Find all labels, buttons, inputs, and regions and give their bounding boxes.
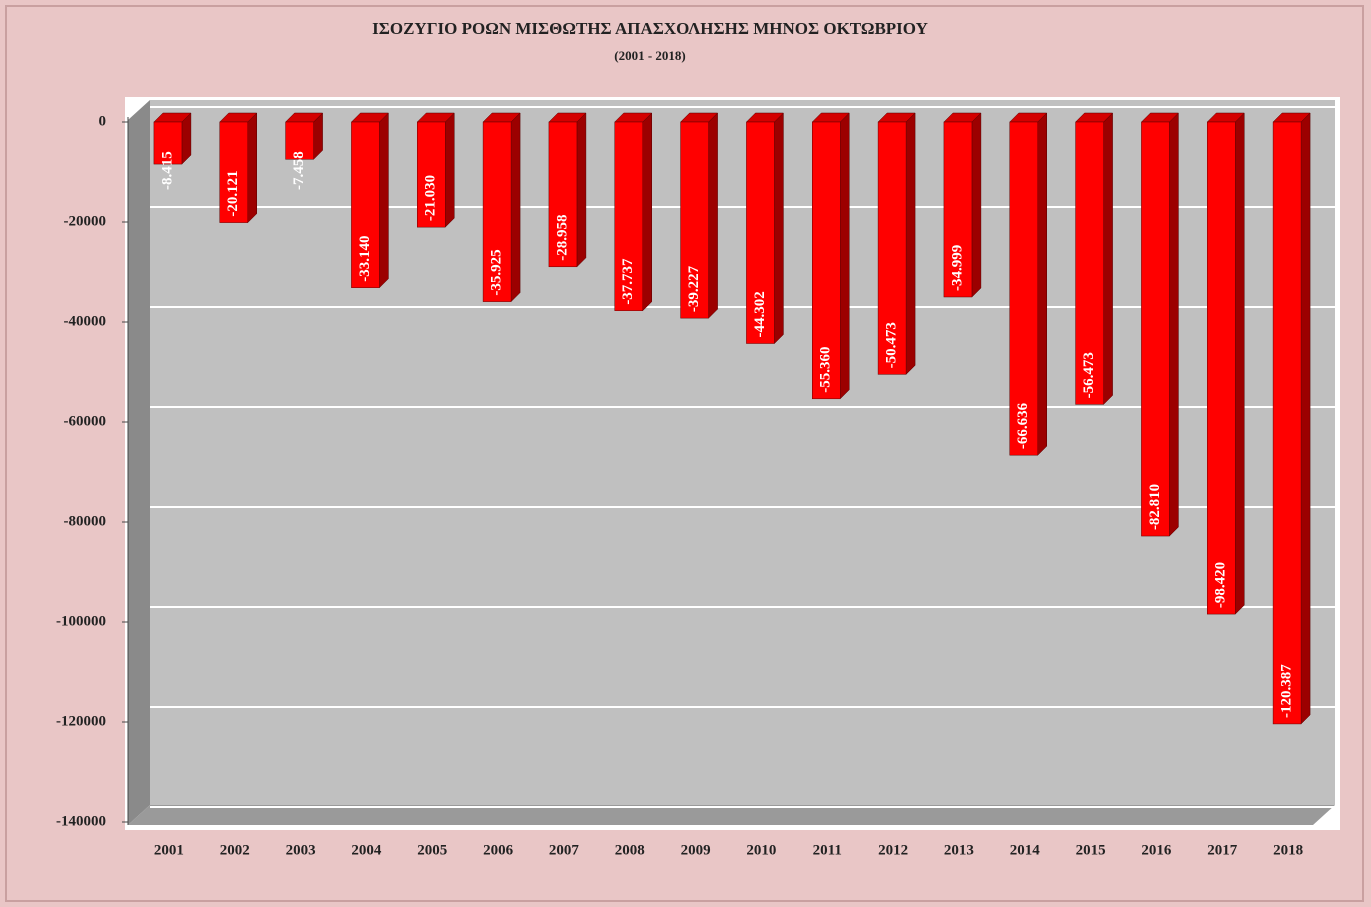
floor bbox=[128, 805, 1335, 825]
value-label: -98.420 bbox=[1213, 562, 1229, 608]
back-wall bbox=[150, 100, 1335, 805]
bar-side bbox=[905, 112, 916, 375]
x-tick-label: 2011 bbox=[813, 842, 842, 858]
value-label: -28.958 bbox=[554, 215, 570, 261]
value-label: -8.415 bbox=[159, 151, 175, 190]
x-tick-label: 2016 bbox=[1141, 842, 1172, 858]
bar bbox=[153, 121, 183, 165]
bar-side bbox=[840, 112, 850, 400]
x-tick-label: 2007 bbox=[549, 842, 580, 858]
bar-side bbox=[774, 112, 784, 345]
bar-side bbox=[576, 112, 587, 268]
value-label: -39.227 bbox=[686, 265, 702, 312]
y-tick-label: 0 bbox=[99, 113, 107, 129]
bar-side bbox=[1037, 112, 1047, 456]
x-tick-label: 2010 bbox=[746, 842, 776, 858]
value-label: -66.636 bbox=[1015, 402, 1031, 449]
value-label: -50.473 bbox=[884, 322, 900, 368]
bar bbox=[680, 121, 709, 319]
bar bbox=[1009, 121, 1038, 456]
value-label: -55.360 bbox=[818, 347, 834, 393]
chart-subtitle: (2001 - 2018) bbox=[614, 48, 686, 63]
bar-side bbox=[642, 112, 652, 312]
x-tick-label: 2017 bbox=[1207, 842, 1238, 858]
value-label: -21.030 bbox=[423, 175, 439, 221]
bar-side bbox=[1169, 112, 1179, 537]
value-label: -35.925 bbox=[489, 249, 505, 295]
bar-side bbox=[971, 112, 982, 298]
value-label: -37.737 bbox=[620, 258, 636, 305]
bar-side bbox=[708, 112, 718, 319]
bar bbox=[943, 121, 973, 298]
x-tick-label: 2002 bbox=[220, 842, 250, 858]
x-tick-label: 2015 bbox=[1076, 842, 1106, 858]
value-label: -44.302 bbox=[752, 291, 768, 337]
bar bbox=[812, 121, 841, 400]
bar bbox=[417, 121, 446, 228]
frame bbox=[5, 5, 1364, 902]
y-tick-label: -120000 bbox=[56, 713, 106, 729]
bar bbox=[1075, 121, 1104, 405]
x-tick-label: 2009 bbox=[681, 842, 711, 858]
bar bbox=[285, 121, 314, 160]
y-tick-label: -40000 bbox=[64, 313, 107, 329]
value-label: -56.473 bbox=[1081, 352, 1097, 398]
x-tick-label: 2004 bbox=[351, 842, 382, 858]
bar bbox=[877, 121, 907, 375]
x-tick-label: 2005 bbox=[417, 842, 447, 858]
bar-side bbox=[510, 112, 521, 303]
y-tick-label: -80000 bbox=[64, 513, 107, 529]
value-label: -33.140 bbox=[357, 235, 373, 281]
bar bbox=[1272, 121, 1302, 725]
x-tick-label: 2018 bbox=[1273, 842, 1303, 858]
value-label: -120.387 bbox=[1279, 664, 1295, 718]
bar bbox=[1207, 121, 1236, 615]
value-label: -82.810 bbox=[1147, 484, 1163, 530]
bar bbox=[1141, 121, 1170, 537]
bar bbox=[746, 121, 775, 344]
y-tick-label: -140000 bbox=[56, 813, 106, 829]
x-tick-label: 2008 bbox=[615, 842, 645, 858]
bar-side bbox=[379, 112, 389, 289]
bar-side bbox=[1300, 112, 1311, 725]
bar bbox=[351, 121, 380, 288]
x-tick-label: 2014 bbox=[1010, 842, 1041, 858]
x-tick-label: 2006 bbox=[483, 842, 514, 858]
y-tick-label: -20000 bbox=[64, 213, 107, 229]
bar-side bbox=[1235, 112, 1245, 615]
y-tick-label: -100000 bbox=[56, 613, 106, 629]
value-label: -20.121 bbox=[225, 170, 241, 216]
value-label: -34.999 bbox=[949, 245, 965, 291]
bar bbox=[219, 121, 248, 223]
bar-side bbox=[445, 112, 455, 228]
bar-side bbox=[1103, 112, 1113, 405]
x-tick-label: 2013 bbox=[944, 842, 974, 858]
bar bbox=[614, 121, 643, 311]
bar-side bbox=[247, 112, 257, 224]
side-wall bbox=[128, 100, 150, 825]
value-label: -7.458 bbox=[291, 151, 307, 190]
x-tick-label: 2001 bbox=[154, 842, 184, 858]
x-tick-label: 2012 bbox=[878, 842, 908, 858]
bar bbox=[548, 121, 578, 268]
y-tick-label: -60000 bbox=[64, 413, 107, 429]
chart-title: ΙΣΟΖΥΓΙΟ ΡΟΩΝ ΜΙΣΘΩΤΗΣ ΑΠΑΣΧΟΛΗΣΗΣ ΜΗΝΟΣ… bbox=[372, 19, 928, 38]
bar bbox=[482, 121, 512, 302]
x-tick-label: 2003 bbox=[286, 842, 316, 858]
